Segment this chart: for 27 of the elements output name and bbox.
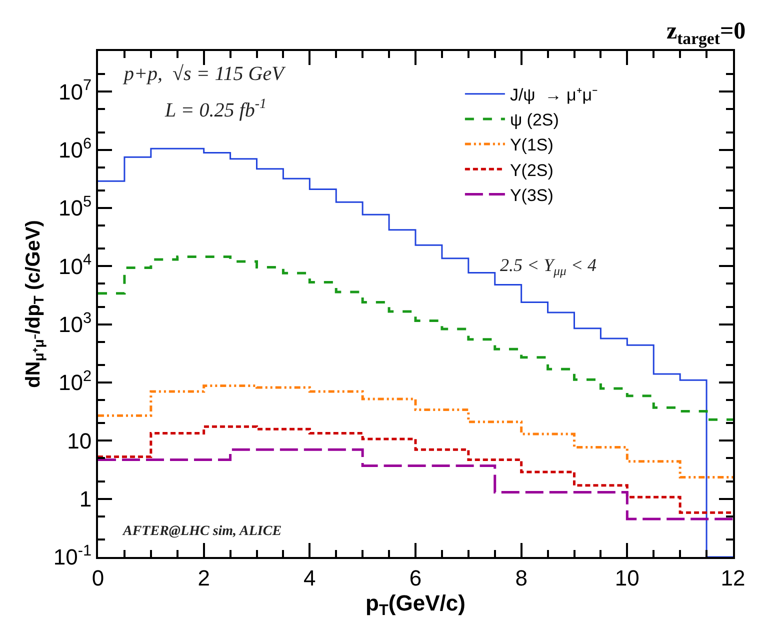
annotation: AFTER@LHC sim, ALICE bbox=[122, 524, 282, 539]
legend-label: Υ(3S) bbox=[510, 186, 554, 205]
x-tick-label: 8 bbox=[515, 565, 528, 590]
x-tick-label: 0 bbox=[92, 565, 104, 590]
legend-label: J/ψ → μ⁺μ⁻ bbox=[510, 85, 598, 104]
legend-label: Υ(2S) bbox=[510, 160, 554, 180]
annotation: L = 0.25 fb$^{-1}$ bbox=[164, 97, 266, 122]
annotation: 2.5 < Y$_{μμ}$ < 4 bbox=[500, 255, 596, 278]
x-tick-label: 12 bbox=[720, 565, 746, 590]
y-tick-label: 10$^{4}$ bbox=[58, 252, 92, 279]
x-tick-label: 2 bbox=[198, 565, 210, 590]
annotation: p+p, √s = 115 GeV bbox=[122, 63, 287, 85]
y-tick-label: 1 bbox=[79, 486, 92, 512]
y-tick-label: 10$^{6}$ bbox=[58, 135, 92, 163]
y-tick-label: 10 bbox=[67, 428, 92, 454]
y-tick-label: 10$^{7}$ bbox=[58, 77, 92, 104]
legend-label: ψ (2S) bbox=[510, 110, 559, 130]
x-axis-title: p$_{T}$(GeV/c) bbox=[366, 590, 466, 620]
x-tick-label: 10 bbox=[614, 565, 640, 590]
y-tick-label: 10$^{-1}$ bbox=[53, 542, 92, 570]
legend-label: Υ(1S) bbox=[510, 136, 554, 155]
chart-title: z$_{target}$=0 bbox=[666, 18, 746, 48]
y-tick-label: 10$^{2}$ bbox=[58, 368, 92, 396]
x-tick-label: 6 bbox=[409, 565, 422, 590]
y-tick-label: 10$^{3}$ bbox=[58, 310, 92, 338]
y-tick-label: 10$^{5}$ bbox=[58, 193, 92, 221]
x-tick-label: 4 bbox=[304, 565, 316, 590]
